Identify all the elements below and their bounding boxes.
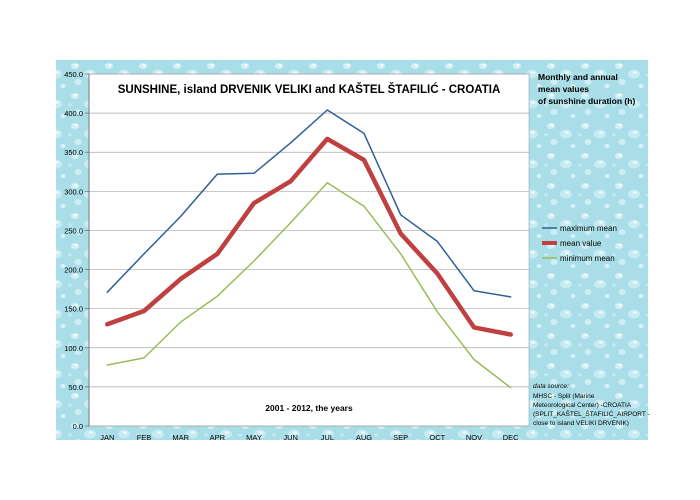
y-axis-ticks: 0.0 50.0 100.0 150.0 200.0 250.0 300.0 350.0 400… — [64, 70, 89, 431]
side-title: Monthly and annual mean values of sunshi… — [538, 72, 635, 106]
side-title-line-3: of sunshine duration (h) — [538, 96, 635, 106]
legend: maximum mean mean value minimum mean — [542, 224, 617, 263]
source-note-line-3: (SPLIT_KAŠTEL_ŠTAFILIĆ_AIRPORT - — [533, 409, 650, 418]
side-title-line-1: Monthly and annual — [538, 72, 618, 82]
y-tick-label: 50.0 — [68, 383, 83, 392]
y-tick-label: 150.0 — [64, 305, 83, 314]
x-tick-label: SEP — [393, 433, 408, 442]
x-axis-ticks: JAN FEB MAR APR MAY JUN JUL AUG SEP OCT NOV DEC — [88, 74, 519, 442]
y-tick-label: 450.0 — [64, 70, 83, 79]
y-tick-label: 400.0 — [64, 109, 83, 118]
y-tick-label: 300.0 — [64, 187, 83, 196]
series-line-mean — [105, 136, 513, 337]
chart-subtitle: 2001 - 2012, the years — [265, 403, 353, 413]
x-tick-label: FEB — [137, 433, 152, 442]
legend-label-mean: mean value — [560, 239, 602, 248]
y-tick-label: 250.0 — [64, 226, 83, 235]
source-note: data source: MHSC - Split (Marine Meteor… — [533, 383, 650, 427]
source-note-line-1: MHSC - Split (Marine — [533, 393, 595, 400]
x-tick-label: APR — [210, 433, 226, 442]
source-note-heading: data source: — [533, 383, 569, 390]
x-tick-label: MAR — [172, 433, 189, 442]
legend-label-minimum: minimum mean — [560, 254, 615, 263]
gridlines — [89, 73, 529, 427]
x-tick-label: NOV — [466, 433, 482, 442]
source-note-line-4: close to island VELIKI DRVENIK) — [533, 420, 629, 427]
y-tick-label: 350.0 — [64, 148, 83, 157]
side-title-line-2: mean values — [538, 84, 589, 94]
series-lines — [105, 109, 513, 389]
source-note-line-2: Meteorological Center) -CROATIA — [533, 402, 632, 409]
chart-title: SUNSHINE, island DRVENIK VELIKI and KAŠT… — [118, 83, 501, 96]
y-tick-label: 0.0 — [73, 422, 83, 431]
plot-area — [88, 73, 530, 427]
x-tick-label: DEC — [503, 433, 519, 442]
x-tick-label: JAN — [100, 433, 114, 442]
x-tick-label: AUG — [356, 433, 372, 442]
y-tick-label: 200.0 — [64, 266, 83, 275]
x-tick-label: OCT — [429, 433, 445, 442]
x-tick-label: MAY — [246, 433, 262, 442]
legend-label-maximum: maximum mean — [560, 224, 617, 233]
y-tick-label: 100.0 — [64, 344, 83, 353]
x-tick-label: JUN — [283, 433, 298, 442]
series-line-maximum — [106, 109, 512, 298]
x-tick-label: JUL — [321, 433, 334, 442]
series-line-minimum — [106, 181, 512, 389]
